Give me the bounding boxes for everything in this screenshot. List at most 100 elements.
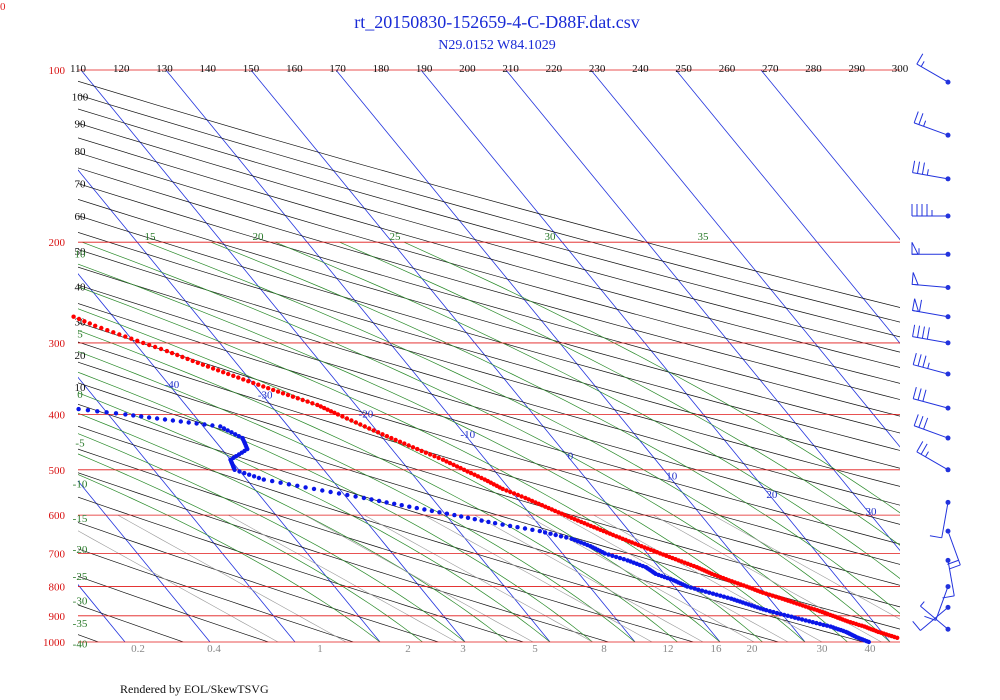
- wind-barb-full: [929, 535, 942, 539]
- temperature-point: [566, 514, 571, 519]
- wind-barb-full: [918, 113, 924, 125]
- temperature-point: [226, 371, 231, 377]
- dewpoint-point: [369, 497, 374, 502]
- dewpoint-point: [703, 589, 708, 594]
- wind-barbs: [911, 53, 961, 632]
- dewpoint-point: [261, 477, 266, 482]
- isotherm-line: [78, 480, 211, 642]
- temperature-point: [384, 434, 390, 439]
- dewpoint-point: [336, 491, 342, 496]
- wind-barb-full: [926, 327, 930, 340]
- temperature-point: [511, 491, 517, 496]
- temperature-point: [468, 470, 474, 476]
- pressure-label: 600: [49, 510, 66, 522]
- temperature-point: [349, 418, 354, 423]
- corner-label: 0: [0, 1, 6, 13]
- top-tick-label: 170: [329, 63, 346, 75]
- mixing-ratio-line: [304, 514, 534, 642]
- isotherm-label: 10: [666, 471, 678, 483]
- dewpoint-point: [361, 495, 367, 501]
- temperature-point: [533, 500, 538, 505]
- temperature-point: [175, 352, 180, 358]
- wind-barb-full: [923, 417, 929, 430]
- moist-adiabat-line: [210, 241, 900, 614]
- dewpoint-point: [240, 435, 245, 441]
- top-tick-label: 140: [200, 63, 217, 75]
- wind-barb-staff: [941, 502, 949, 538]
- dewpoint-point: [821, 622, 826, 628]
- dewpoint-point: [569, 536, 574, 541]
- dewpoint-point: [311, 486, 317, 492]
- temperature-point: [397, 439, 403, 444]
- temperature-point: [539, 503, 545, 508]
- temperature-point: [454, 464, 460, 469]
- pressure-label: 800: [49, 582, 66, 594]
- temperature-point: [310, 401, 315, 406]
- wind-barb-staff: [947, 530, 961, 566]
- dry-adiabat-line: [78, 183, 900, 417]
- temperature-point: [82, 319, 87, 324]
- dry-adiabat-line: [78, 448, 694, 642]
- dewpoint-point: [104, 410, 109, 415]
- pressure-label: 300: [49, 338, 66, 350]
- dewpoint-point: [170, 418, 176, 423]
- temperature-point: [419, 448, 424, 454]
- dewpoint-point: [162, 417, 168, 422]
- temperature-point: [285, 392, 291, 398]
- dewpoint-point: [186, 420, 191, 425]
- wind-barb-full: [912, 160, 916, 173]
- dewpoint-point: [437, 510, 442, 515]
- isotherm-line: [675, 70, 900, 344]
- dry-adiabat-line: [78, 231, 900, 469]
- dewpoint-point: [492, 521, 498, 526]
- mixing-ratio-label: 2: [405, 643, 411, 655]
- dewpoint-point: [729, 596, 734, 601]
- dewpoint-point: [789, 614, 794, 619]
- wind-barb: [945, 528, 961, 570]
- dewpoint-point: [113, 411, 119, 416]
- temperature-point: [164, 348, 170, 354]
- temperature-point: [76, 316, 82, 322]
- dewpoint-point: [710, 591, 716, 596]
- wind-barb-full: [912, 621, 921, 631]
- wind-barb-pennant: [911, 242, 919, 255]
- temperature-point: [290, 394, 296, 399]
- temperature-point: [251, 380, 256, 386]
- dewpoint-point: [828, 624, 833, 629]
- temperature-point: [380, 432, 385, 437]
- dewpoint-point: [384, 500, 389, 505]
- wind-barb-half: [925, 451, 929, 458]
- dewpoint-point: [796, 616, 801, 621]
- temperature-point: [256, 382, 261, 387]
- left-theta-label: 50: [75, 246, 87, 258]
- temperature-point: [458, 465, 463, 471]
- wind-barb-full: [916, 161, 921, 174]
- top-tick-label: 160: [286, 63, 303, 75]
- mixing-ratio-label: 1: [317, 643, 323, 655]
- wind-barb-staff: [920, 607, 949, 631]
- dewpoint-point: [229, 430, 234, 435]
- temperature-point: [389, 435, 394, 441]
- wind-barb-full: [922, 389, 927, 402]
- dewpoint-point: [792, 615, 798, 620]
- dewpoint-point: [407, 504, 412, 509]
- wind-barb-full: [947, 559, 959, 565]
- dewpoint-point: [221, 426, 227, 431]
- dry-adiabat-line: [78, 361, 900, 608]
- dewpoint-point: [146, 415, 152, 420]
- mixing-ratio-label: 8: [601, 643, 607, 655]
- temperature-point: [479, 475, 484, 481]
- top-tick-label: 260: [719, 63, 736, 75]
- dry-adiabat-line: [78, 152, 900, 384]
- temperature-point: [362, 424, 367, 429]
- moist-left-label: -20: [73, 544, 88, 556]
- wind-barb-staff: [947, 560, 955, 596]
- dewpoint-point: [799, 617, 805, 622]
- dewpoint-point: [85, 408, 91, 413]
- temperature-point: [546, 505, 551, 511]
- dry-adiabat-line: [78, 575, 269, 642]
- dewpoint-point: [479, 518, 484, 523]
- wind-barb: [913, 111, 951, 138]
- top-tick-label: 270: [762, 63, 779, 75]
